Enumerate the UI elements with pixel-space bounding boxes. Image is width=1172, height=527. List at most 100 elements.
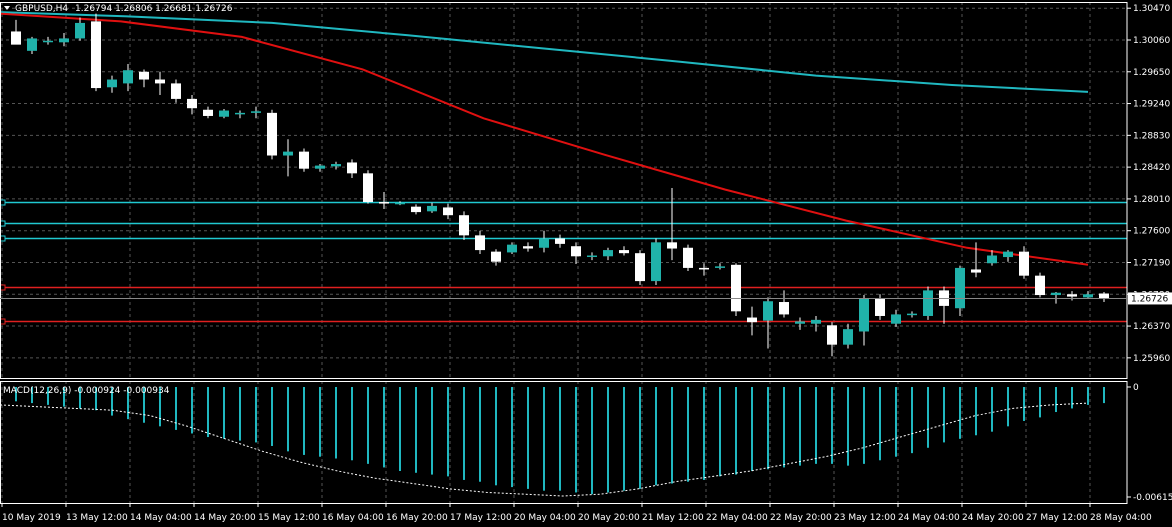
time-tick-label: 14 May 04:00 (130, 513, 192, 523)
bull-candle-body (907, 313, 917, 316)
bull-candle-body (315, 165, 325, 169)
bear-candle-body (1067, 294, 1077, 297)
price-panel-border (0, 2, 1128, 379)
bull-candle-body (891, 314, 901, 324)
bull-candle-body (587, 255, 597, 258)
bull-candle-body (539, 238, 549, 248)
current-price-label: 1.26726 (1131, 294, 1168, 304)
bear-candle-body (171, 83, 181, 99)
macd-tick-label: 0 (1133, 383, 1139, 393)
time-tick-label: 16 May 04:00 (322, 513, 384, 523)
bear-candle-body (731, 264, 741, 312)
ohlc-readout: 1.26794 1.26806 1.26681 1.26726 (75, 4, 233, 14)
time-tick-label: 17 May 12:00 (450, 513, 512, 523)
bear-candle-body (203, 109, 213, 116)
candles (11, 13, 1109, 357)
bear-candle-body (347, 162, 357, 174)
bear-candle-body (11, 31, 21, 45)
bull-candle-body (651, 242, 661, 282)
bear-candle-body (635, 253, 645, 282)
macd-tick-label: -0.006154 (1133, 493, 1172, 503)
grid-lines (0, 2, 1127, 503)
time-tick-label: 22 May 04:00 (706, 513, 768, 523)
moving-averages (0, 11, 1089, 266)
bull-candle-body (331, 164, 341, 167)
bull-candle-body (123, 70, 133, 84)
bull-candle-body (235, 112, 245, 115)
time-tick-label: 28 May 04:00 (1090, 513, 1152, 523)
bear-candle-body (299, 151, 309, 169)
bull-candle-body (59, 38, 69, 43)
bear-candle-body (747, 317, 757, 323)
bear-candle-body (267, 112, 277, 156)
price-tick-label: 1.28830 (1133, 131, 1170, 141)
price-tick-label: 1.27190 (1133, 258, 1170, 268)
bear-candle-body (363, 173, 373, 203)
slow-moving-average-line (0, 11, 1089, 93)
macd-panel-border (0, 381, 1128, 504)
time-axis: 10 May 2019 13 May 12:00 14 May 04:00 14 Ma… (1, 503, 1152, 523)
bull-candle-body (955, 267, 965, 309)
bull-candle-body (795, 321, 805, 324)
bull-candle-body (251, 111, 261, 113)
price-tick-label: 1.30060 (1133, 36, 1170, 46)
time-tick-label: 23 May 12:00 (834, 513, 896, 523)
bull-candle-body (1051, 292, 1061, 296)
bear-candle-body (1035, 275, 1045, 296)
bear-candle-body (699, 267, 709, 270)
dropdown-icon[interactable] (4, 6, 10, 10)
bull-candle-body (219, 110, 229, 117)
level-handle[interactable] (0, 318, 6, 325)
bull-candle-body (843, 329, 853, 345)
time-tick-label: 14 May 20:00 (194, 513, 256, 523)
bear-candle-body (779, 302, 789, 315)
price-tick-label: 1.29650 (1133, 68, 1170, 78)
bear-candle-body (571, 246, 581, 257)
time-tick-label: 16 May 20:00 (386, 513, 448, 523)
bull-candle-body (1003, 251, 1013, 258)
bear-candle-body (443, 207, 453, 216)
bear-candle-body (875, 298, 885, 316)
price-tick-label: 1.27600 (1133, 227, 1170, 237)
level-handle[interactable] (0, 284, 6, 291)
time-tick-label: 20 May 20:00 (578, 513, 640, 523)
time-tick-label: 13 May 12:00 (66, 513, 128, 523)
bear-candle-body (971, 269, 981, 273)
bear-candle-body (187, 98, 197, 109)
time-tick-label: 24 May 04:00 (898, 513, 960, 523)
macd-title: MACD(12,26,9) -0.000924 -0.000934 (3, 386, 170, 396)
bear-candle-body (1099, 293, 1109, 299)
bear-candle-body (91, 21, 101, 89)
bull-candle-body (763, 301, 773, 321)
bear-candle-body (139, 71, 149, 80)
current-price-badge (1128, 292, 1172, 305)
level-handle[interactable] (0, 235, 6, 242)
time-tick-label: 21 May 12:00 (642, 513, 704, 523)
bull-candle-body (75, 22, 85, 39)
chart-frame (0, 2, 1128, 504)
bull-candle-body (603, 250, 613, 257)
bear-candle-body (379, 202, 389, 204)
bear-candle-body (683, 247, 693, 268)
price-tick-label: 1.26370 (1133, 322, 1170, 332)
bear-candle-body (411, 206, 421, 213)
fast-moving-average-line (0, 12, 1089, 266)
time-tick-label: 10 May 2019 (2, 513, 61, 523)
bear-candle-body (555, 238, 565, 244)
bear-candle-body (1019, 251, 1029, 276)
bull-candle-body (507, 244, 517, 253)
bear-candle-body (827, 325, 837, 345)
bull-candle-body (107, 79, 117, 88)
level-handle[interactable] (0, 220, 6, 227)
bull-candle-body (987, 255, 997, 264)
bull-candle-body (811, 319, 821, 324)
price-tick-label: 1.28420 (1133, 163, 1170, 173)
bear-candle-body (155, 79, 165, 84)
bull-candle-body (43, 40, 53, 43)
time-tick-label: 20 May 04:00 (514, 513, 576, 523)
bull-candle-body (27, 38, 37, 51)
bear-candle-body (523, 246, 533, 249)
level-handle[interactable] (0, 199, 6, 206)
bull-candle-body (427, 205, 437, 212)
